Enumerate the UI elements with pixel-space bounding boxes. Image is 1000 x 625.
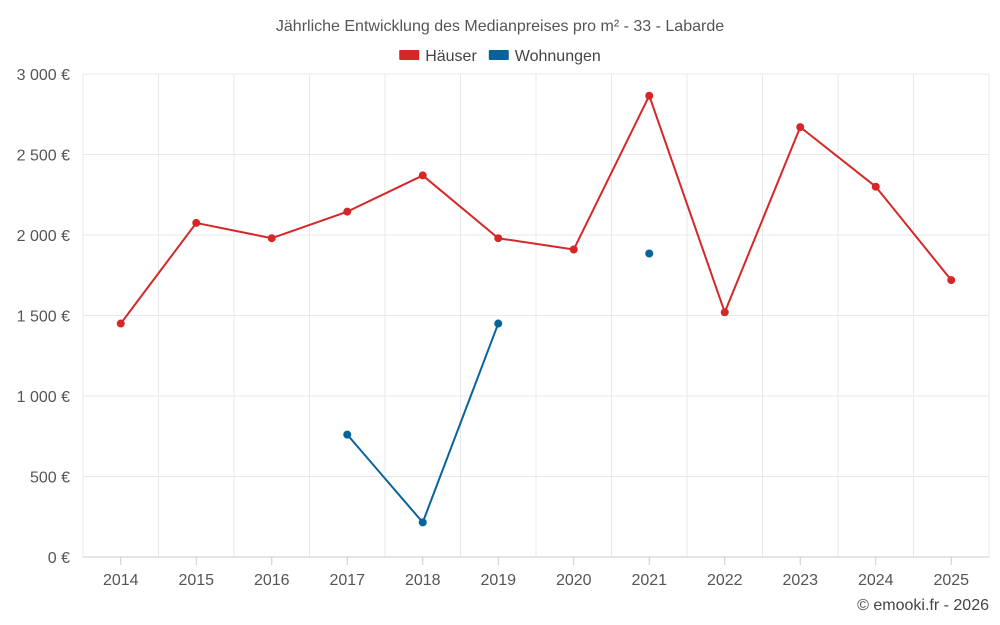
- y-tick-label: 1 500 €: [17, 309, 70, 326]
- data-point[interactable]: [494, 319, 503, 328]
- legend-item[interactable]: Wohnungen: [488, 48, 601, 65]
- chart-title: Jährliche Entwicklung des Medianpreises …: [276, 18, 724, 35]
- x-tick-label: 2021: [631, 572, 667, 589]
- x-tick-label: 2015: [178, 572, 214, 589]
- x-tick-label: 2022: [707, 572, 743, 589]
- data-point[interactable]: [645, 91, 654, 100]
- y-tick-label: 500 €: [30, 470, 70, 487]
- x-tick-label: 2023: [782, 572, 818, 589]
- x-tick-label: 2025: [933, 572, 969, 589]
- y-tick-label: 0 €: [48, 550, 70, 567]
- x-axis: 2014 2015 2016 2017 2018 2019 2020 2021 2022 2023…: [83, 556, 989, 589]
- data-point[interactable]: [796, 123, 805, 132]
- legend-swatch: [399, 50, 420, 60]
- data-point[interactable]: [267, 234, 276, 243]
- legend-label: Häuser: [425, 48, 477, 65]
- y-axis: 0 € 500 € 1 000 € 1 500 € 2 000 € 2 500 € 3 00…: [17, 67, 70, 567]
- x-tick-label: 2014: [103, 572, 139, 589]
- data-point[interactable]: [343, 430, 352, 439]
- data-point[interactable]: [871, 182, 880, 191]
- legend: Häuser Wohnungen: [399, 48, 601, 65]
- legend-item[interactable]: Häuser: [399, 48, 477, 65]
- data-point[interactable]: [343, 207, 352, 216]
- x-tick-label: 2018: [405, 572, 441, 589]
- series-line: [346, 322, 500, 524]
- grid: [82, 73, 990, 557]
- data-point[interactable]: [569, 245, 578, 254]
- x-tick-label: 2020: [556, 572, 592, 589]
- legend-swatch: [488, 50, 509, 60]
- data-point[interactable]: [720, 308, 729, 317]
- data-point[interactable]: [494, 234, 503, 243]
- y-tick-label: 2 500 €: [17, 148, 70, 165]
- series-0: [116, 91, 956, 328]
- x-tick-label: 2024: [858, 572, 894, 589]
- y-tick-label: 1 000 €: [17, 389, 70, 406]
- series-1: [343, 249, 654, 527]
- x-tick-label: 2019: [480, 572, 516, 589]
- x-tick-label: 2017: [329, 572, 365, 589]
- data-point[interactable]: [418, 518, 427, 527]
- y-tick-label: 2 000 €: [17, 228, 70, 245]
- legend-label: Wohnungen: [515, 48, 601, 65]
- data-point[interactable]: [116, 319, 125, 328]
- data-point[interactable]: [947, 276, 956, 285]
- x-tick-label: 2016: [254, 572, 290, 589]
- y-tick-label: 3 000 €: [17, 67, 70, 84]
- credit-text: © emooki.fr - 2026: [857, 597, 989, 614]
- data-point[interactable]: [192, 218, 201, 227]
- data-point[interactable]: [645, 249, 654, 258]
- data-point[interactable]: [418, 171, 427, 180]
- series-layer: [116, 91, 956, 527]
- series-line: [119, 94, 953, 325]
